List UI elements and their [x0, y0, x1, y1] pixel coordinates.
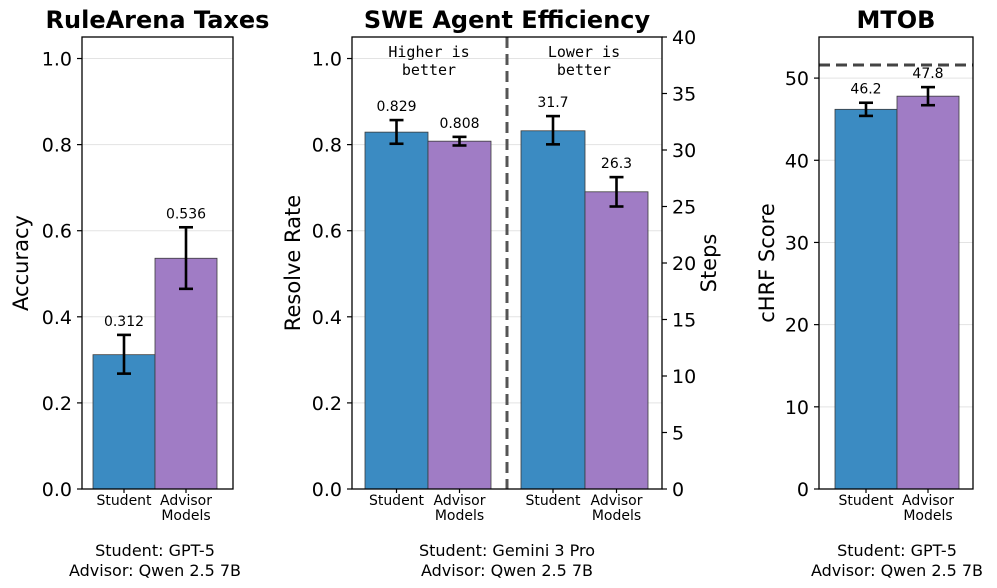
panel3-axes-frame — [818, 36, 974, 490]
panel3-xtick-label: Advisor Models — [902, 493, 954, 524]
panel2-ytick-label: 0.2 — [312, 393, 342, 415]
panel2-caption-student: Student: Gemini 3 Pro — [419, 541, 595, 560]
panel1-advisor-value-label: 0.536 — [166, 206, 206, 222]
panel1-title: RuleArena Taxes — [46, 6, 270, 34]
panel3-ytick-label: 30 — [785, 232, 809, 254]
panel2-group1-advisor-bar — [427, 140, 492, 490]
panel2-ytick-label: 0.4 — [312, 307, 342, 329]
panel1-xtick-label: Advisor Models — [160, 493, 212, 524]
panel2-ytick-label: 1.0 — [312, 49, 342, 71]
panel2-y2tick-label: 25 — [672, 197, 696, 219]
panel2-y2tick-label: 15 — [672, 310, 696, 332]
panel2-xtick-label: Advisor Models — [590, 493, 642, 524]
panel2-xtick-label: Advisor Models — [433, 493, 485, 524]
panel2-ytick-label: 0.8 — [312, 135, 342, 157]
panel2-annotation-left: Higher is better — [388, 43, 469, 79]
panel2-group2-advisor-bar — [584, 191, 649, 490]
panel2-y2-axis-label: Steps — [697, 234, 721, 293]
panel3-caption-advisor: Advisor: Qwen 2.5 7B — [811, 561, 983, 580]
panel1-ytick-label: 1.0 — [42, 49, 72, 71]
panel2-title: SWE Agent Efficiency — [364, 6, 651, 34]
panel2-ytick-label: 0.6 — [312, 221, 342, 243]
panel1-ytick-label: 0.6 — [42, 221, 72, 243]
panel1-ytick-label: 0.4 — [42, 307, 72, 329]
panel3-y-axis-label: cHRF Score — [755, 203, 779, 323]
panel3-advisor-bar — [896, 95, 960, 490]
panel3-xtick-label: Student — [838, 493, 894, 509]
panel3-ytick-label: 20 — [785, 315, 809, 337]
panel1-y-axis-label: Accuracy — [9, 215, 33, 311]
panel1-axes-frame — [81, 36, 234, 490]
panel1-ytick-label: 0.0 — [42, 479, 72, 501]
panel3-ytick-label: 50 — [785, 68, 809, 90]
panel2-y2tick-label: 0 — [672, 479, 684, 501]
panel2-y2tick-label: 35 — [672, 84, 696, 106]
panel3-student-value-label: 46.2 — [850, 82, 881, 98]
panel2-ytick-label: 0.0 — [312, 479, 342, 501]
panel2-caption-advisor: Advisor: Qwen 2.5 7B — [421, 561, 593, 580]
panel2-group2-student-bar — [520, 130, 586, 490]
panel2-y-axis-label: Resolve Rate — [281, 195, 305, 331]
panel3-student-bar — [834, 108, 898, 490]
panel2-y2tick-label: 5 — [672, 423, 684, 445]
panel1-advisor-bar — [154, 257, 218, 490]
panel2-group2-advisor-value-label: 26.3 — [601, 156, 632, 172]
panel2-xtick-label: Student — [525, 493, 581, 509]
panel3-ytick-label: 10 — [785, 397, 809, 419]
panel2-y2tick-label: 40 — [672, 27, 696, 49]
panel2-group1-student-bar — [364, 131, 429, 490]
panel2-group1-student-value-label: 0.829 — [376, 99, 416, 115]
panel1-xtick-label: Student — [96, 493, 152, 509]
panel2-group2-student-value-label: 31.7 — [537, 95, 568, 111]
panel2-xtick-label: Student — [369, 493, 425, 509]
panel3-advisor-value-label: 47.8 — [912, 66, 943, 82]
panel3-ytick-label: 0 — [797, 479, 809, 501]
panel1-student-value-label: 0.312 — [104, 314, 144, 330]
panel1-ytick-label: 0.8 — [42, 135, 72, 157]
panel2-annotation-right: Lower is better — [548, 43, 620, 79]
panel1-caption-advisor: Advisor: Qwen 2.5 7B — [69, 561, 241, 580]
panel2-y2tick-label: 20 — [672, 253, 696, 275]
panel2-group1-advisor-value-label: 0.808 — [439, 116, 479, 132]
panel3-ytick-label: 40 — [785, 150, 809, 172]
panel3-caption-student: Student: GPT-5 — [837, 541, 957, 560]
panel2-y2tick-label: 30 — [672, 140, 696, 162]
panel1-ytick-label: 0.2 — [42, 393, 72, 415]
panel3-title: MTOB — [857, 6, 936, 34]
panel1-caption-student: Student: GPT-5 — [95, 541, 215, 560]
panel2-y2tick-label: 10 — [672, 366, 696, 388]
